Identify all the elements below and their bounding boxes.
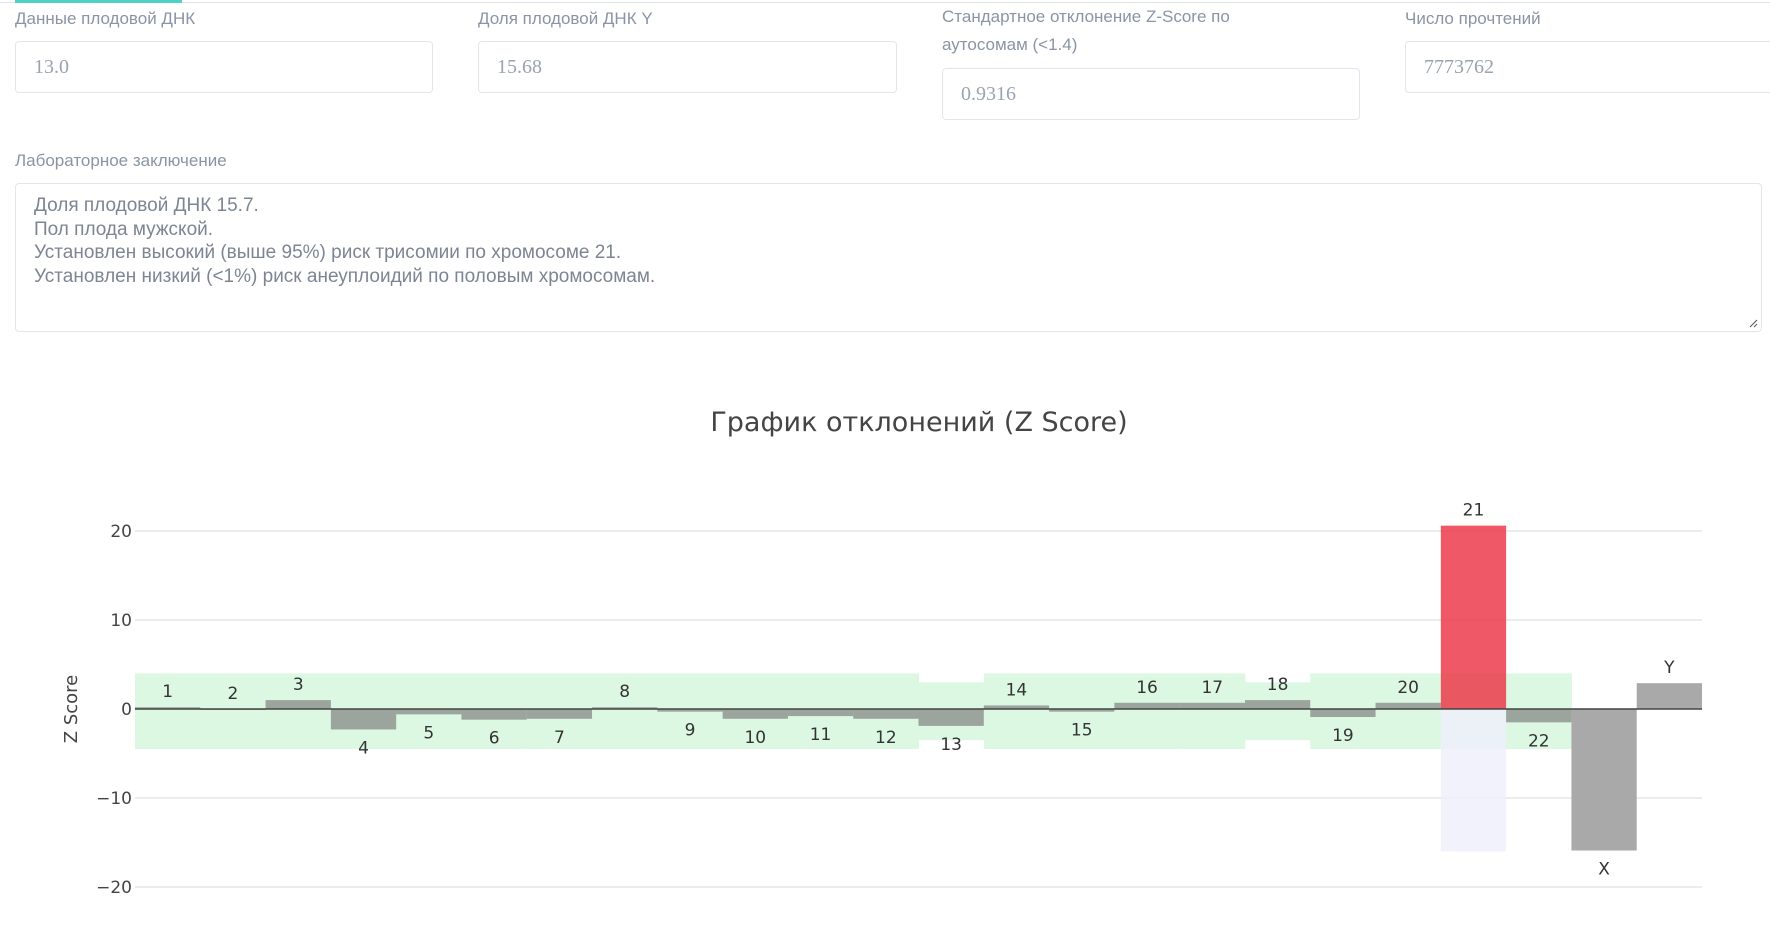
top-divider	[0, 2, 1770, 3]
normal-range-band	[135, 673, 201, 750]
data-label-chr-1: 1	[162, 682, 173, 702]
data-label-chr-12: 12	[875, 728, 897, 748]
zscore-sd-input[interactable]: 0.9316	[942, 68, 1360, 120]
data-label-chr-17: 17	[1201, 678, 1223, 698]
bar-chr-17	[1179, 702, 1245, 709]
data-label-chr-16: 16	[1136, 678, 1158, 698]
data-label-chr-20: 20	[1397, 678, 1419, 698]
active-tab-indicator	[15, 0, 182, 3]
conclusion-textarea[interactable]: Доля плодовой ДНК 15.7. Пол плода мужско…	[15, 183, 1762, 332]
bar-chr-4	[330, 709, 397, 730]
bar-chr-20	[1375, 702, 1441, 709]
conclusion-label: Лабораторное заключение	[15, 151, 227, 170]
bar-chr-18	[1244, 700, 1311, 709]
zscore-sd-label: Стандартное отклонение Z-Score по аутосо…	[942, 7, 1230, 54]
data-label-chr-6: 6	[489, 729, 500, 749]
data-label-chr-19: 19	[1332, 726, 1354, 746]
fetal-dna-y-label: Доля плодовой ДНК Y	[478, 9, 653, 28]
data-label-chr-8: 8	[619, 682, 630, 702]
data-label-chr-9: 9	[685, 721, 696, 741]
bar-chr-22	[1506, 709, 1572, 723]
bar-chr-13	[918, 709, 984, 726]
normal-range-band	[1114, 673, 1181, 750]
bar-chr-12	[853, 709, 919, 719]
normal-range-band	[1179, 673, 1246, 750]
chart-title: График отклонений (Z Score)	[710, 407, 1127, 438]
bar-chr-19	[1310, 709, 1376, 718]
data-label-chr-18: 18	[1267, 675, 1289, 695]
data-label-chr-14: 14	[1006, 680, 1028, 700]
bar-chr-14	[983, 705, 1050, 709]
normal-range-band	[983, 673, 1050, 750]
resize-handle-icon[interactable]	[1748, 318, 1758, 328]
normal-range-band	[1244, 682, 1311, 741]
data-label-chr-4: 4	[358, 738, 369, 758]
conclusion-text: Доля плодовой ДНК 15.7. Пол плода мужско…	[34, 195, 656, 288]
bar-chr-1	[135, 707, 201, 709]
data-label-chr-2: 2	[228, 684, 239, 704]
bar-chr-21	[1440, 525, 1507, 709]
fetal-dna-data-input[interactable]: 13.0	[15, 41, 433, 93]
fetal-dna-y-input[interactable]: 15.68	[478, 41, 897, 93]
y-tick-label: −20	[96, 878, 132, 898]
bar-chr-9	[657, 709, 723, 712]
y-tick-label: 0	[121, 700, 132, 720]
data-label-chr-Y: Y	[1663, 658, 1675, 678]
reads-count-input[interactable]: 7773762	[1405, 41, 1770, 93]
y-tick-label: 10	[110, 611, 132, 631]
bar-chr-15	[1049, 709, 1115, 712]
data-label-chr-10: 10	[744, 728, 766, 748]
bar-chr-16	[1114, 702, 1180, 709]
data-label-chr-22: 22	[1528, 731, 1550, 751]
y-tick-label: 20	[110, 522, 132, 542]
bar-chr-Y	[1636, 683, 1702, 709]
normal-range-band	[200, 673, 267, 750]
normal-range-band	[1375, 673, 1442, 750]
bar-chr-11	[787, 709, 854, 717]
extra-range-band	[1440, 709, 1507, 852]
bar-chr-10	[722, 709, 788, 719]
data-label-chr-X: X	[1598, 860, 1610, 880]
y-axis-label: Z Score	[61, 675, 82, 743]
data-label-chr-7: 7	[554, 728, 565, 748]
data-label-chr-21: 21	[1463, 501, 1485, 521]
data-label-chr-13: 13	[940, 735, 962, 755]
data-label-chr-15: 15	[1071, 721, 1093, 741]
bar-chr-7	[526, 709, 593, 719]
normal-range-band	[265, 673, 332, 750]
normal-range-band	[592, 673, 658, 750]
bar-chr-6	[461, 709, 527, 720]
data-label-chr-11: 11	[810, 725, 832, 745]
y-tick-label: −10	[96, 789, 132, 809]
data-label-chr-3: 3	[293, 675, 304, 695]
fetal-dna-data-label: Данные плодовой ДНК	[15, 9, 196, 28]
reads-count-label: Число прочтений	[1405, 9, 1541, 28]
bar-chr-3	[265, 700, 331, 709]
bar-chr-5	[396, 709, 462, 715]
bar-chr-8	[592, 707, 658, 709]
data-label-chr-5: 5	[423, 723, 434, 743]
bar-chr-X	[1571, 709, 1637, 851]
